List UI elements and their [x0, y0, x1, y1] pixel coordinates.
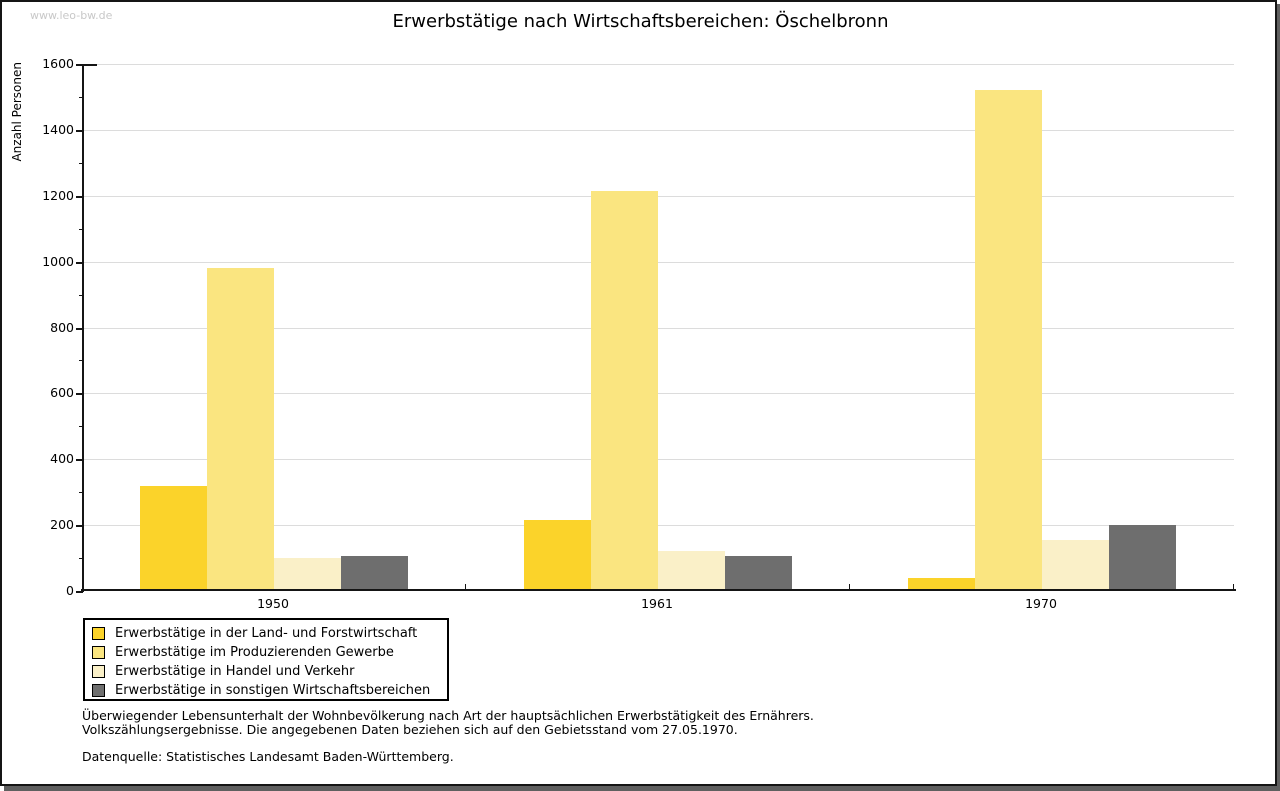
bar-1970-series-3	[1042, 539, 1109, 589]
bar-1961-series-4	[725, 556, 792, 589]
footnote-line-2: Volkszählungsergebnisse. Die angegebenen…	[82, 722, 738, 737]
y-tick-label: 1400	[42, 121, 74, 137]
legend-swatch-3	[92, 665, 105, 678]
bar-1970-series-1	[908, 577, 975, 589]
bar-1961-series-3	[658, 551, 725, 589]
x-tick-label: 1970	[1025, 596, 1057, 611]
x-axis-line	[81, 589, 1236, 591]
y-minor-tick	[79, 96, 83, 98]
y-major-tick	[76, 327, 83, 330]
legend-item: Erwerbstätige in sonstigen Wirtschaftsbe…	[92, 681, 447, 700]
y-gridline	[84, 261, 1234, 263]
y-gridline	[84, 525, 1234, 527]
bar-1961-series-1	[524, 520, 591, 589]
y-gridline	[84, 129, 1234, 131]
x-boundary-tick	[465, 584, 466, 589]
chart-title: Erwerbstätige nach Wirtschaftsbereichen:…	[392, 11, 889, 32]
y-axis-top-cap	[84, 64, 97, 66]
y-minor-tick	[79, 294, 83, 296]
bar-1950-series-2	[207, 268, 274, 589]
y-axis-line	[82, 64, 84, 592]
legend-swatch-1	[92, 627, 105, 640]
legend-item: Erwerbstätige in Handel und Verkehr	[92, 662, 447, 681]
y-gridline	[84, 327, 1234, 329]
y-gridline	[84, 195, 1234, 197]
legend-swatch-2	[92, 646, 105, 659]
y-major-tick	[76, 64, 83, 66]
x-boundary-tick	[849, 584, 850, 589]
y-tick-label: 1200	[42, 187, 74, 203]
frame-shadow-right	[1277, 4, 1280, 791]
x-tick-label: 1961	[641, 596, 673, 611]
bar-1961-series-2	[591, 190, 658, 589]
y-major-tick	[76, 393, 83, 396]
y-minor-tick	[79, 228, 83, 230]
legend-label: Erwerbstätige in der Land- und Forstwirt…	[115, 626, 418, 641]
y-minor-tick	[79, 426, 83, 428]
bar-1950-series-4	[341, 556, 408, 589]
y-minor-tick	[79, 492, 83, 494]
legend-label: Erwerbstätige in sonstigen Wirtschaftsbe…	[115, 683, 431, 698]
x-boundary-tick	[1233, 584, 1234, 589]
legend-label: Erwerbstätige im Produzierenden Gewerbe	[115, 645, 394, 660]
y-tick-label: 1600	[42, 56, 74, 71]
y-tick-label: 400	[50, 451, 74, 467]
y-major-tick	[76, 591, 83, 593]
footnote-line-1: Überwiegender Lebensunterhalt der Wohnbe…	[82, 708, 814, 723]
watermark: www.leo-bw.de	[30, 9, 113, 22]
y-major-tick	[76, 525, 83, 528]
legend-box: Erwerbstätige in der Land- und Forstwirt…	[83, 618, 449, 701]
y-gridline	[84, 393, 1234, 395]
legend-swatch-4	[92, 684, 105, 697]
y-minor-tick	[79, 162, 83, 164]
y-major-tick	[76, 129, 83, 132]
y-major-tick	[76, 195, 83, 198]
bar-1950-series-3	[274, 558, 341, 589]
y-tick-label: 1000	[42, 253, 74, 269]
y-tick-label: 600	[50, 385, 74, 401]
y-tick-label: 200	[50, 517, 74, 533]
legend-label: Erwerbstätige in Handel und Verkehr	[115, 664, 355, 679]
bar-1970-series-4	[1109, 525, 1176, 589]
y-minor-tick	[79, 360, 83, 362]
legend-item: Erwerbstätige in der Land- und Forstwirt…	[92, 624, 447, 643]
x-tick-label: 1950	[257, 596, 289, 611]
y-tick-label: 0	[66, 583, 74, 598]
y-tick-label: 800	[50, 319, 74, 335]
y-gridline	[84, 459, 1234, 461]
data-source-note: Datenquelle: Statistisches Landesamt Bad…	[82, 749, 454, 764]
bar-1970-series-2	[975, 90, 1042, 589]
y-major-tick	[76, 261, 83, 264]
bar-1950-series-1	[140, 485, 207, 589]
y-gridline	[84, 64, 1234, 65]
y-axis-title: Anzahl Personen	[10, 62, 24, 162]
legend-item: Erwerbstätige im Produzierenden Gewerbe	[92, 643, 447, 662]
y-major-tick	[76, 459, 83, 462]
y-minor-tick	[79, 558, 83, 560]
frame-shadow-bottom	[4, 786, 1280, 791]
